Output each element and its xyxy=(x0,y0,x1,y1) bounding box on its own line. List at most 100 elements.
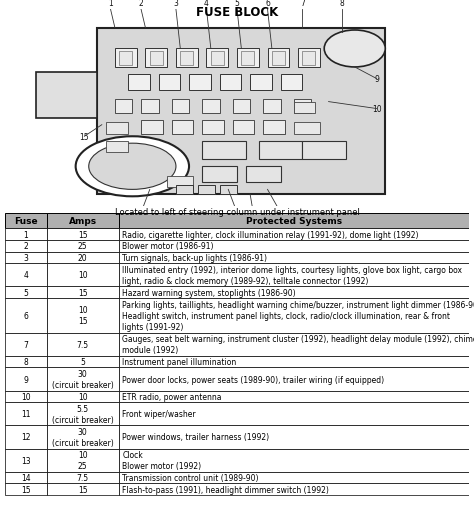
Text: 11: 11 xyxy=(276,213,285,222)
Text: 15: 15 xyxy=(78,230,87,239)
Bar xyxy=(241,52,255,66)
Bar xyxy=(294,102,316,114)
Bar xyxy=(298,49,320,68)
Text: 7: 7 xyxy=(23,340,28,349)
Text: 14: 14 xyxy=(21,473,30,482)
Bar xyxy=(5,484,46,495)
Bar xyxy=(219,185,237,194)
Bar xyxy=(46,214,118,229)
Bar xyxy=(118,287,469,298)
Text: Located to left of steering column under instrument panel: Located to left of steering column under… xyxy=(115,208,359,217)
Text: 2: 2 xyxy=(139,0,144,8)
Text: 30
(circuit breaker): 30 (circuit breaker) xyxy=(52,427,113,447)
Text: Amps: Amps xyxy=(68,217,97,226)
Bar xyxy=(118,448,469,472)
Bar xyxy=(302,142,346,160)
Text: 11: 11 xyxy=(21,409,30,418)
Text: 10: 10 xyxy=(372,105,382,114)
Bar xyxy=(5,214,46,229)
Text: Parking lights, taillights, headlight warning chime/buzzer, instrument light dim: Parking lights, taillights, headlight wa… xyxy=(122,300,474,331)
Text: 13: 13 xyxy=(21,456,30,465)
Text: 8: 8 xyxy=(23,357,28,366)
Bar xyxy=(46,298,118,333)
Text: 10: 10 xyxy=(78,392,87,401)
Text: 3: 3 xyxy=(173,0,178,8)
Bar xyxy=(118,391,469,403)
Text: Protected Systems: Protected Systems xyxy=(246,217,342,226)
Text: 4: 4 xyxy=(204,0,209,8)
Bar xyxy=(272,52,285,66)
Text: 25: 25 xyxy=(78,242,87,251)
Bar xyxy=(172,121,193,135)
Text: 1: 1 xyxy=(108,0,113,8)
Bar xyxy=(128,75,150,91)
Circle shape xyxy=(76,137,189,197)
Bar xyxy=(302,52,316,66)
Text: 3: 3 xyxy=(23,253,28,263)
Bar xyxy=(202,100,219,114)
Bar xyxy=(219,75,241,91)
Bar xyxy=(167,176,193,188)
Bar xyxy=(118,367,469,391)
Bar xyxy=(281,75,302,91)
Bar xyxy=(5,426,46,448)
Text: FUSE BLOCK: FUSE BLOCK xyxy=(196,6,278,19)
Bar xyxy=(176,49,198,68)
Bar xyxy=(46,472,118,484)
Bar xyxy=(5,287,46,298)
Bar xyxy=(202,167,237,183)
Text: 15: 15 xyxy=(80,132,89,142)
Bar xyxy=(250,75,272,91)
Text: 10: 10 xyxy=(21,392,30,401)
Text: Gauges, seat belt warning, instrument cluster (1992), headlight delay module (19: Gauges, seat belt warning, instrument cl… xyxy=(122,334,474,355)
Text: 5: 5 xyxy=(80,357,85,366)
Text: 15: 15 xyxy=(21,485,30,494)
Text: Blower motor (1986-91): Blower motor (1986-91) xyxy=(122,242,214,251)
Bar xyxy=(118,403,469,426)
Text: 5: 5 xyxy=(23,288,28,297)
Text: 1: 1 xyxy=(23,230,28,239)
Bar xyxy=(198,185,215,194)
Bar xyxy=(233,100,250,114)
Bar xyxy=(46,367,118,391)
Bar xyxy=(5,367,46,391)
Text: 6: 6 xyxy=(265,0,270,8)
Bar xyxy=(294,123,320,135)
Text: Illuminated entry (1992), interior dome lights, courtesy lights, glove box light: Illuminated entry (1992), interior dome … xyxy=(122,265,462,285)
Text: Radio, cigarette lighter, clock illumination relay (1991-92), dome light (1992): Radio, cigarette lighter, clock illumina… xyxy=(122,230,419,239)
Text: Transmission control unit (1989-90): Transmission control unit (1989-90) xyxy=(122,473,259,482)
Bar xyxy=(115,100,132,114)
Bar xyxy=(263,121,285,135)
Bar xyxy=(207,49,228,68)
Text: Fuse: Fuse xyxy=(14,217,37,226)
Bar xyxy=(106,142,128,153)
Text: Power windows, trailer harness (1992): Power windows, trailer harness (1992) xyxy=(122,433,269,442)
Bar xyxy=(5,403,46,426)
Bar xyxy=(176,185,193,194)
Bar xyxy=(5,472,46,484)
Text: 20: 20 xyxy=(78,253,87,263)
Text: 15: 15 xyxy=(78,288,87,297)
Text: 8: 8 xyxy=(339,0,344,8)
Text: Turn signals, back-up lights (1986-91): Turn signals, back-up lights (1986-91) xyxy=(122,253,267,263)
Text: 30
(circuit breaker): 30 (circuit breaker) xyxy=(52,369,113,389)
Text: 4: 4 xyxy=(23,271,28,280)
Bar xyxy=(118,229,469,241)
Bar xyxy=(46,241,118,252)
Bar xyxy=(172,100,189,114)
Text: 12: 12 xyxy=(21,433,30,442)
Bar xyxy=(5,264,46,287)
Text: Clock
Blower motor (1992): Clock Blower motor (1992) xyxy=(122,450,201,470)
Bar xyxy=(46,287,118,298)
Text: 7.5: 7.5 xyxy=(76,473,89,482)
Bar xyxy=(46,391,118,403)
Bar xyxy=(294,100,311,114)
Bar xyxy=(263,100,281,114)
Bar xyxy=(115,49,137,68)
Bar xyxy=(106,123,128,135)
Text: 9: 9 xyxy=(23,375,28,384)
Bar xyxy=(118,252,469,264)
Bar xyxy=(98,29,385,194)
Bar xyxy=(118,298,469,333)
Text: 7: 7 xyxy=(300,0,305,8)
